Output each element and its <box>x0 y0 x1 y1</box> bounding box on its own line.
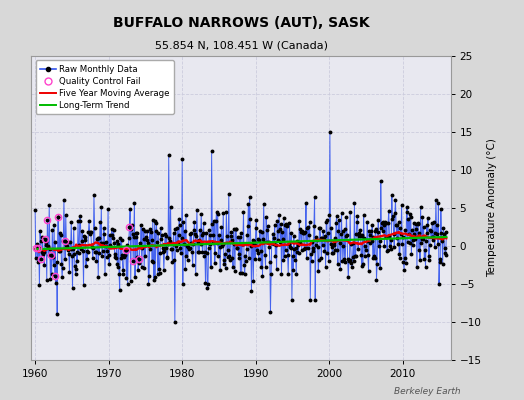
Text: Berkeley Earth: Berkeley Earth <box>395 387 461 396</box>
Text: BUFFALO NARROWS (AUT), SASK: BUFFALO NARROWS (AUT), SASK <box>113 16 369 30</box>
Text: 55.854 N, 108.451 W (Canada): 55.854 N, 108.451 W (Canada) <box>155 40 328 50</box>
Y-axis label: Temperature Anomaly (°C): Temperature Anomaly (°C) <box>487 138 497 278</box>
Legend: Raw Monthly Data, Quality Control Fail, Five Year Moving Average, Long-Term Tren: Raw Monthly Data, Quality Control Fail, … <box>36 60 174 114</box>
